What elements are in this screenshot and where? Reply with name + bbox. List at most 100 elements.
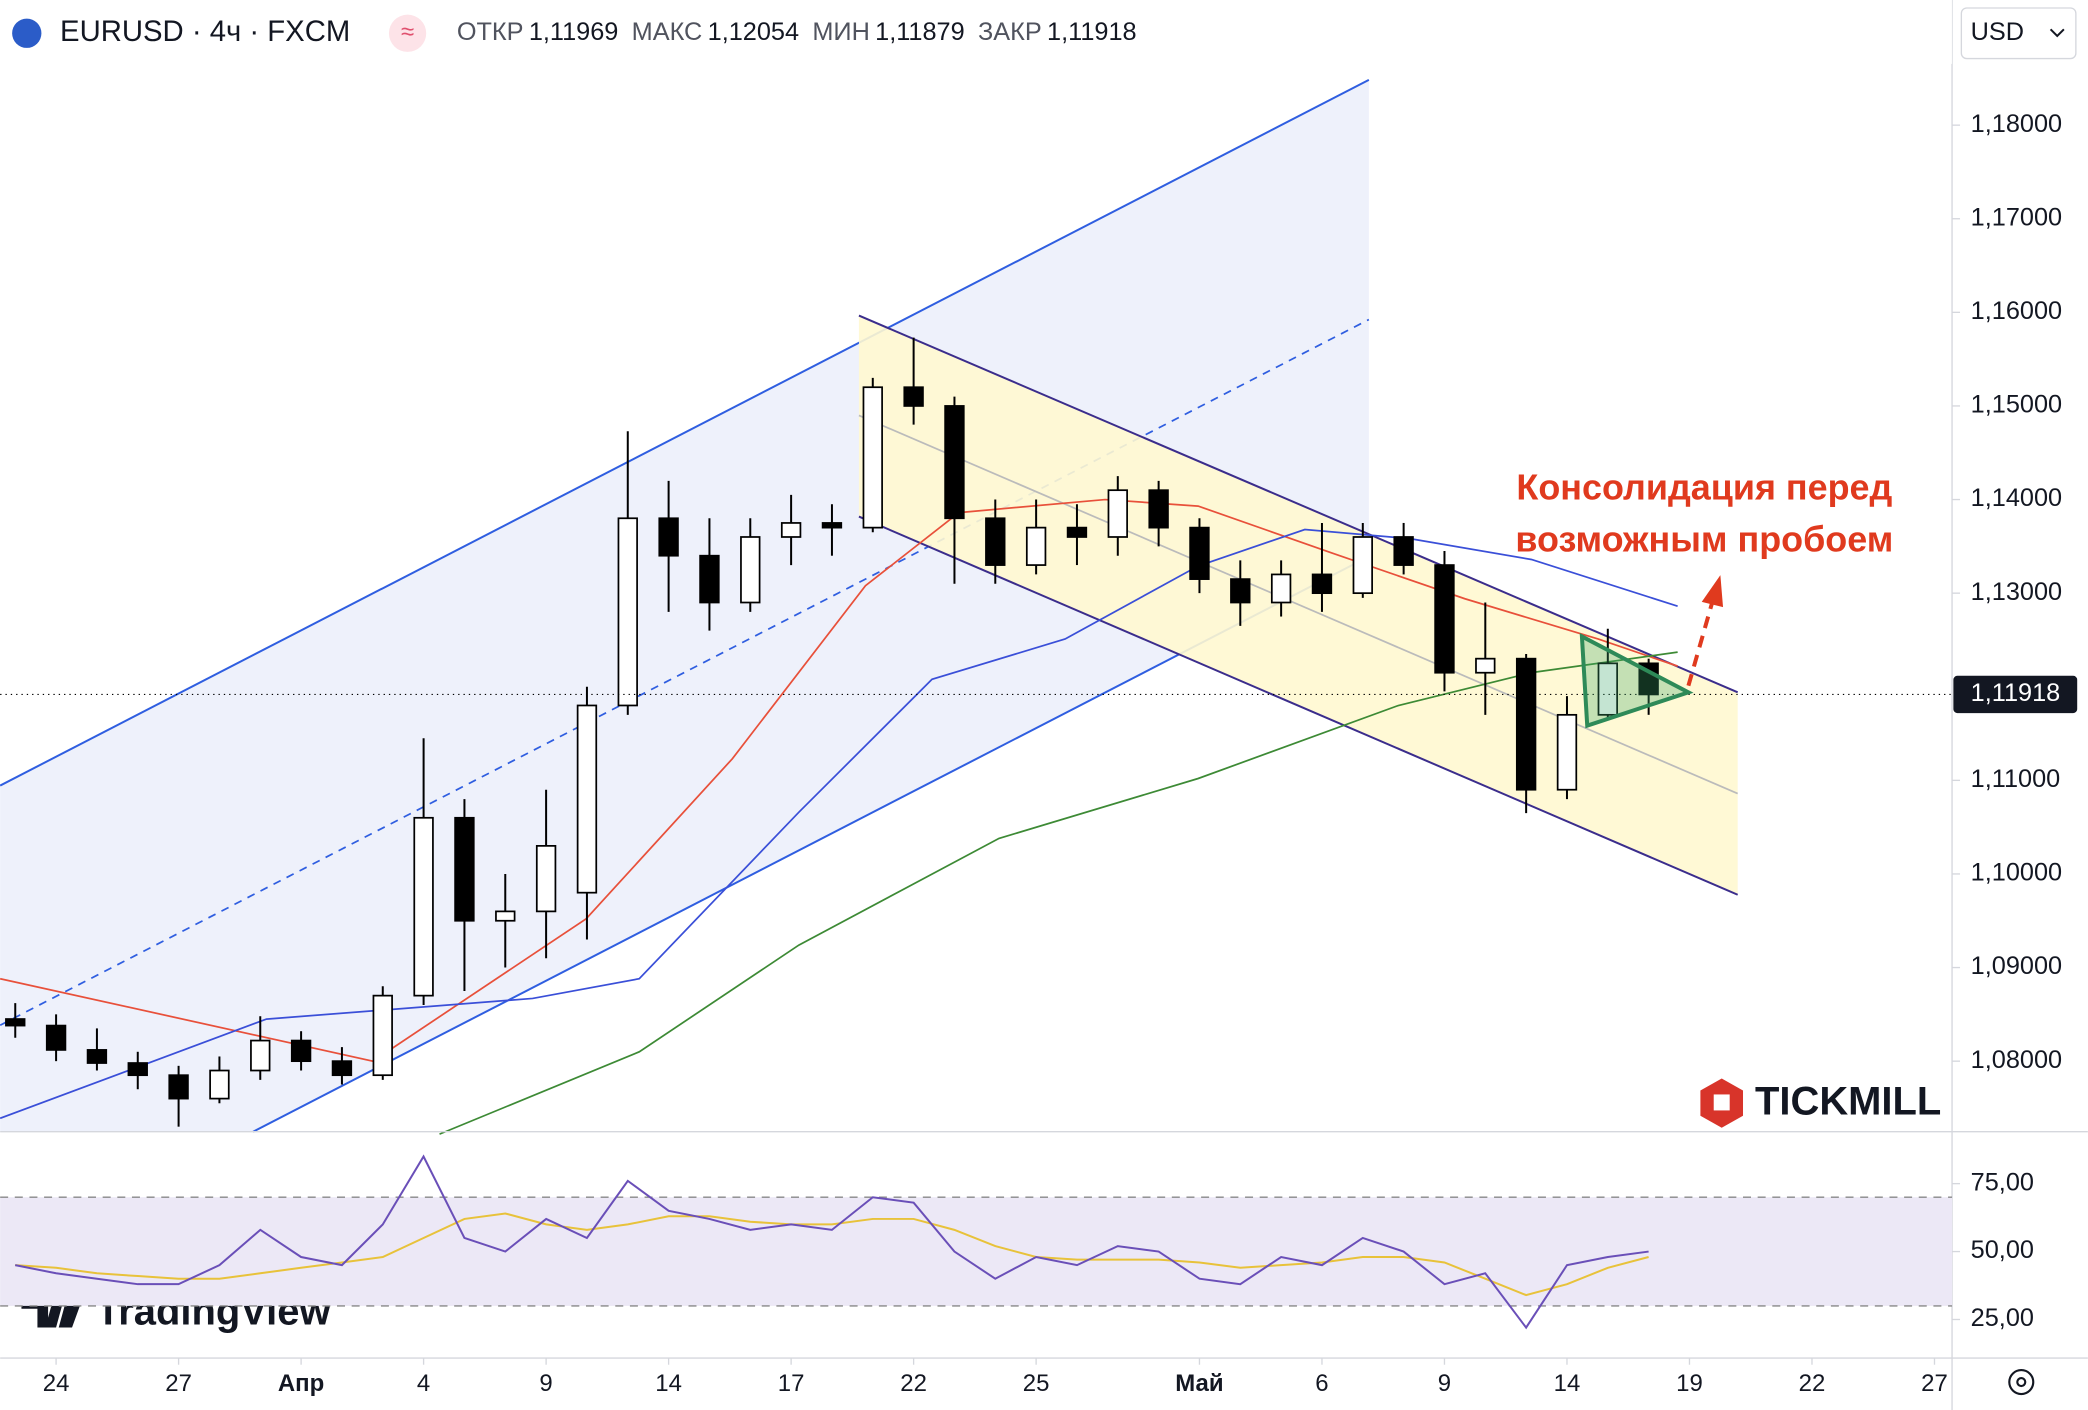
broker-logo-hole	[1713, 1094, 1730, 1111]
y-tick-label: 1,16000	[1971, 297, 2062, 325]
last-price-label: 1,11918	[1971, 679, 2061, 707]
settings-icon[interactable]	[2008, 1368, 2035, 1396]
candle-body	[780, 522, 802, 538]
candle-body	[1515, 657, 1537, 791]
currency[interactable]: USD	[1971, 18, 2024, 46]
candle-body	[45, 1024, 67, 1051]
candle-body	[250, 1039, 271, 1072]
candle-body	[454, 816, 475, 922]
candle-body	[1475, 657, 1496, 674]
rsi-tick-label: 25,00	[1971, 1304, 2034, 1332]
y-tick-label: 1,17000	[1971, 203, 2062, 231]
currency-select[interactable]	[1960, 7, 2077, 60]
channel-line	[858, 314, 1739, 694]
candle-body	[1107, 489, 1128, 538]
y-tick-label: 1,10000	[1971, 859, 2062, 887]
settings-icon-center	[2016, 1376, 2027, 1388]
candle-body	[209, 1069, 230, 1100]
candle-body	[168, 1074, 189, 1100]
rsi-signal	[15, 1212, 1649, 1297]
indicator-icon	[388, 14, 427, 52]
candle-body	[127, 1062, 148, 1077]
candle-body	[495, 910, 516, 922]
triangle-pattern	[1579, 633, 1694, 729]
x-tick-label: 27	[165, 1370, 192, 1397]
x-tick-label: 17	[778, 1370, 805, 1397]
channel-midline	[0, 318, 1370, 1026]
candle-body	[1597, 662, 1618, 716]
moving-average	[439, 651, 1678, 1135]
ascending-channel-fill	[0, 79, 1369, 1132]
candle-body	[331, 1060, 353, 1077]
y-tick-label: 1,08000	[1971, 1046, 2062, 1074]
y-tick-label: 1,11000	[1971, 765, 2061, 793]
channel-line	[858, 515, 1739, 896]
rsi-line	[14, 1154, 1649, 1330]
x-tick-label: 27	[1921, 1370, 1948, 1397]
ohlc-value: 1,11969	[529, 18, 619, 46]
candle-body	[658, 517, 679, 557]
candle-body	[290, 1039, 312, 1063]
symbol-icon	[12, 18, 42, 48]
y-tick-label: 1,15000	[1971, 391, 2062, 419]
moving-average	[0, 498, 1678, 1063]
header-bg	[0, 0, 1953, 64]
candle-body	[535, 845, 557, 913]
annotation: Консолидация перед	[1516, 466, 1892, 507]
x-tick-label: 14	[1554, 1370, 1581, 1397]
candle-body	[5, 1018, 26, 1027]
candle-body	[1148, 489, 1169, 529]
breakout-arrow	[1686, 601, 1715, 687]
candle-body	[1230, 578, 1251, 604]
x-tick-label: 9	[539, 1370, 552, 1397]
candle-body	[617, 517, 638, 707]
candle-body	[413, 816, 434, 997]
x-tick-label: Май	[1175, 1370, 1223, 1397]
candle-body	[1434, 564, 1455, 674]
last-price-tag	[1953, 675, 2078, 714]
candle-body	[699, 554, 720, 604]
candle-body	[1311, 573, 1333, 595]
moving-average	[0, 528, 1678, 1120]
ohlc-name: МИН	[812, 18, 870, 46]
candle-body	[1393, 536, 1414, 566]
x-tick-label: 4	[417, 1370, 430, 1397]
y-tick-label: 1,13000	[1971, 578, 2062, 606]
symbol: EURUSD · 4ч · FXCM	[60, 15, 350, 48]
candle-body	[1189, 526, 1210, 580]
ohlc-name: МАКС	[632, 18, 703, 46]
annotation: возможным пробоем	[1515, 518, 1893, 559]
x-tick-label: 19	[1676, 1370, 1703, 1397]
x-tick-label: 6	[1315, 1370, 1328, 1397]
y-tick-label: 1,09000	[1971, 952, 2062, 980]
broker-logo: TICKMILL	[1755, 1079, 1941, 1123]
x-tick-label: 22	[1799, 1370, 1826, 1397]
channel-midline	[858, 414, 1739, 795]
candle-body	[944, 405, 965, 520]
candle-body	[1270, 573, 1292, 604]
rsi-band	[0, 1197, 1953, 1306]
candle-body	[576, 704, 598, 894]
rsi-tick-label: 75,00	[1971, 1168, 2034, 1196]
candle-body	[985, 517, 1006, 566]
candle-body	[903, 386, 924, 407]
rsi-tick-label: 50,00	[1971, 1236, 2034, 1264]
x-tick-label: 24	[43, 1370, 70, 1397]
ohlc-name: ЗАКР	[978, 18, 1042, 46]
candle-body	[372, 994, 393, 1077]
candle-body	[1352, 536, 1373, 595]
ohlc-value: 1,11918	[1047, 18, 1137, 46]
dropdown-caret	[2049, 28, 2065, 38]
x-tick-label: 22	[900, 1370, 927, 1397]
x-tick-label: 9	[1438, 1370, 1451, 1397]
candle-body	[821, 522, 843, 529]
candle-body	[86, 1049, 108, 1064]
ohlc-name: ОТКР	[457, 18, 524, 46]
candle-body	[1556, 713, 1578, 791]
y-tick-label: 1,14000	[1971, 484, 2062, 512]
x-tick-label: Апр	[278, 1370, 324, 1397]
ohlc-value: 1,12054	[708, 18, 799, 46]
candle-body	[740, 536, 761, 604]
